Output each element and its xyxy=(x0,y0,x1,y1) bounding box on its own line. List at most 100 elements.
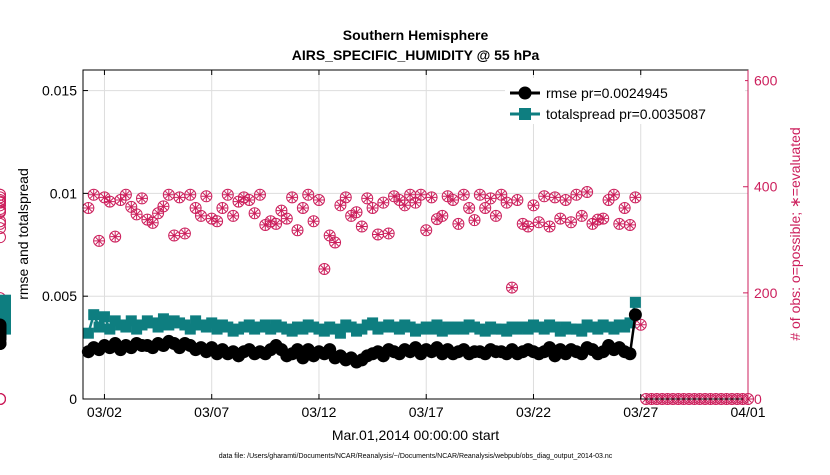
obs-possible-point xyxy=(291,224,304,237)
obs-evaluated-point xyxy=(340,192,351,203)
totalspread-point xyxy=(157,313,169,325)
x-tick-label: 04/01 xyxy=(730,404,765,420)
y-right-tick-label: 400 xyxy=(754,179,778,195)
obs-evaluated-point xyxy=(571,189,582,200)
obs-evaluated-point xyxy=(469,215,480,226)
obs-evaluated-point xyxy=(142,214,153,225)
obs-evaluated-point xyxy=(630,192,641,203)
obs-possible-point xyxy=(527,199,540,212)
obs-possible-point xyxy=(581,186,594,199)
obs-evaluated-point xyxy=(421,225,432,236)
obs-possible-point xyxy=(0,393,6,405)
obs-possible-point xyxy=(318,262,331,275)
obs-possible-point xyxy=(355,220,368,233)
legend-rmse-marker xyxy=(518,86,532,100)
obs-evaluated-point xyxy=(287,192,298,203)
obs-possible-point xyxy=(506,281,519,294)
obs-evaluated-point xyxy=(83,203,94,213)
obs-evaluated-point xyxy=(356,221,367,232)
obs-evaluated-point xyxy=(319,264,330,274)
plot-layer xyxy=(0,187,754,405)
footnote: data file: /Users/gharamti/Documents/NCA… xyxy=(219,453,613,460)
obs-evaluated-point xyxy=(99,192,110,203)
x-tick-label: 03/17 xyxy=(409,404,444,420)
obs-possible-point xyxy=(532,216,545,229)
obs-evaluated-point xyxy=(346,210,357,221)
obs-possible-point xyxy=(0,206,6,219)
obs-evaluated-point xyxy=(603,195,614,205)
legend-totalspread-marker xyxy=(519,108,531,120)
obs-evaluated-point xyxy=(88,189,99,200)
obs-possible-point xyxy=(0,199,6,212)
obs-possible-point xyxy=(227,209,240,222)
obs-possible-point xyxy=(629,191,642,204)
obs-possible-point xyxy=(607,188,620,201)
y-right-tick-label: 200 xyxy=(754,285,778,301)
obs-possible-point xyxy=(130,208,143,221)
obs-evaluated-point xyxy=(490,210,501,221)
totalspread-point xyxy=(82,327,94,339)
obs-evaluated-point xyxy=(351,207,362,218)
obs-possible-point xyxy=(109,230,122,243)
obs-evaluated-point xyxy=(206,213,217,224)
obs-possible-point xyxy=(93,234,106,247)
obs-possible-point xyxy=(575,209,588,222)
y-right-tick-label: 0 xyxy=(754,391,762,407)
obs-evaluated-point xyxy=(297,203,308,213)
obs-evaluated-point xyxy=(126,201,137,212)
obs-possible-point xyxy=(0,393,6,405)
totalspread-point xyxy=(431,319,443,331)
obs-evaluated-point xyxy=(399,200,410,211)
obs-evaluated-point xyxy=(635,319,646,330)
obs-evaluated-point xyxy=(308,216,319,227)
obs-evaluated-point xyxy=(619,203,630,213)
obs-possible-point xyxy=(489,209,502,222)
obs-evaluated-point xyxy=(507,282,517,293)
obs-evaluated-point xyxy=(496,189,507,200)
obs-evaluated-point xyxy=(367,203,378,213)
obs-evaluated-point xyxy=(115,195,126,205)
obs-possible-point xyxy=(479,201,492,214)
obs-evaluated-point xyxy=(474,189,485,200)
obs-possible-point xyxy=(0,393,6,405)
obs-possible-point xyxy=(463,201,476,214)
obs-evaluated-point xyxy=(244,195,255,205)
obs-possible-point xyxy=(484,192,497,205)
obs-evaluated-point xyxy=(426,192,437,203)
obs-evaluated-point xyxy=(228,210,239,221)
obs-evaluated-point xyxy=(137,193,147,204)
obs-evaluated-point xyxy=(120,189,131,200)
obs-possible-point xyxy=(565,216,578,229)
x-axis-label: Mar.01,2014 00:00:00 start xyxy=(332,427,499,443)
obs-evaluated-point xyxy=(405,189,416,200)
obs-possible-point xyxy=(554,212,567,225)
y-left-tick-label: 0.015 xyxy=(42,83,77,99)
legend-box xyxy=(505,78,745,124)
obs-possible-point xyxy=(0,222,6,235)
y-left-tick-label: 0.005 xyxy=(42,288,77,304)
totalspread-point xyxy=(88,309,100,321)
obs-evaluated-point xyxy=(442,191,453,202)
obs-evaluated-point xyxy=(555,213,566,224)
obs-possible-point xyxy=(0,188,6,201)
obs-evaluated-point xyxy=(549,192,560,203)
totalspread-point xyxy=(152,321,164,333)
obs-possible-point xyxy=(253,188,266,201)
x-tick-label: 03/12 xyxy=(301,404,336,420)
rmse-point xyxy=(0,322,7,336)
obs-possible-point xyxy=(0,393,6,405)
totalspread-point xyxy=(206,317,218,329)
obs-evaluated-point xyxy=(110,231,121,242)
obs-possible-point xyxy=(361,192,374,205)
obs-evaluated-point xyxy=(201,191,212,202)
obs-evaluated-point xyxy=(158,201,169,212)
totalspread-point xyxy=(0,307,11,319)
totalspread-point xyxy=(104,323,116,335)
legend-totalspread-label: totalspread pr=0.0035087 xyxy=(546,106,706,122)
totalspread-point xyxy=(576,325,588,337)
obs-evaluated-point xyxy=(394,195,405,205)
obs-evaluated-point xyxy=(480,203,491,213)
obs-possible-point xyxy=(307,215,320,228)
obs-evaluated-point xyxy=(464,203,475,213)
obs-possible-point xyxy=(178,227,191,240)
